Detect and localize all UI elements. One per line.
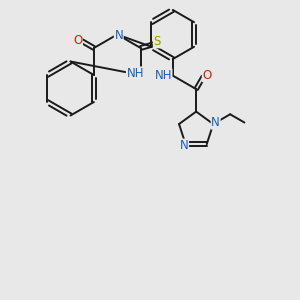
Text: NH: NH — [154, 69, 172, 82]
Text: O: O — [202, 69, 212, 82]
Text: N: N — [211, 116, 220, 129]
Text: N: N — [114, 28, 123, 42]
Text: O: O — [73, 34, 83, 47]
Text: NH: NH — [127, 67, 144, 80]
Text: N: N — [180, 139, 188, 152]
Text: S: S — [153, 35, 161, 48]
